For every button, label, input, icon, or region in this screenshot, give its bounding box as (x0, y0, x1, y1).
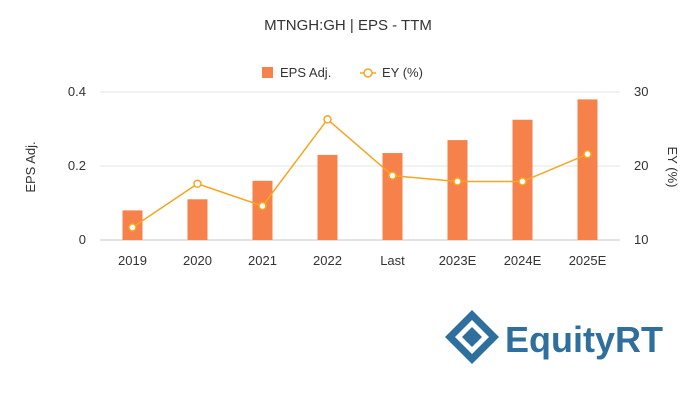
equityrt-logo: EquityRT (445, 310, 663, 364)
bar[interactable] (447, 140, 468, 240)
bar-series (122, 99, 598, 241)
ey-point[interactable] (453, 177, 462, 186)
chart-title: MTNGH:GH | EPS - TTM (264, 17, 432, 34)
legend: EPS Adj. EY (%) (262, 65, 423, 80)
bar[interactable] (577, 99, 598, 241)
y-left-tick-label: 0.2 (68, 158, 86, 173)
gridlines (100, 91, 620, 241)
y-axis-right-label: EY (%) (665, 147, 680, 188)
bar[interactable] (317, 154, 338, 240)
y-axis-right-ticks: 10 20 30 (634, 84, 648, 247)
bar[interactable] (187, 199, 208, 240)
legend-label-eps: EPS Adj. (280, 65, 331, 80)
legend-label-ey: EY (%) (382, 65, 423, 80)
equityrt-logo-icon (445, 310, 499, 364)
ey-line (132, 118, 588, 229)
line-series (128, 115, 592, 232)
legend-bar-swatch (262, 67, 273, 78)
equityrt-logo-text: EquityRT (505, 319, 663, 360)
ey-point[interactable] (388, 171, 397, 180)
x-tick-label: 2019 (118, 253, 147, 268)
legend-item-ey[interactable]: EY (%) (360, 65, 423, 80)
x-axis-ticks: 2019 2020 2021 2022 Last 2023E 2024E 2025E (118, 253, 607, 268)
y-right-tick-label: 10 (634, 232, 648, 247)
x-tick-label: 2023E (439, 253, 477, 268)
x-tick-label: Last (380, 253, 405, 268)
x-tick-label: 2021 (248, 253, 277, 268)
y-left-tick-label: 0.4 (68, 84, 86, 99)
ey-point[interactable] (518, 177, 527, 186)
ey-point[interactable] (258, 201, 267, 211)
y-right-tick-label: 20 (634, 158, 648, 173)
x-tick-label: 2022 (313, 253, 342, 268)
y-left-tick-label: 0 (79, 232, 86, 247)
bar[interactable] (252, 180, 273, 240)
y-axis-left-ticks: 0 0.2 0.4 (68, 84, 86, 247)
ey-point[interactable] (193, 179, 202, 189)
y-right-tick-label: 30 (634, 84, 648, 99)
legend-item-eps[interactable]: EPS Adj. (262, 65, 331, 80)
ey-point[interactable] (323, 115, 332, 124)
x-tick-label: 2024E (504, 253, 542, 268)
y-axis-left-label: EPS Adj. (23, 141, 38, 192)
x-tick-label: 2020 (183, 253, 212, 268)
legend-marker-swatch (363, 68, 373, 78)
ey-point[interactable] (128, 223, 137, 232)
ey-point[interactable] (583, 149, 592, 159)
x-tick-label: 2025E (569, 253, 607, 268)
bar[interactable] (382, 153, 403, 240)
